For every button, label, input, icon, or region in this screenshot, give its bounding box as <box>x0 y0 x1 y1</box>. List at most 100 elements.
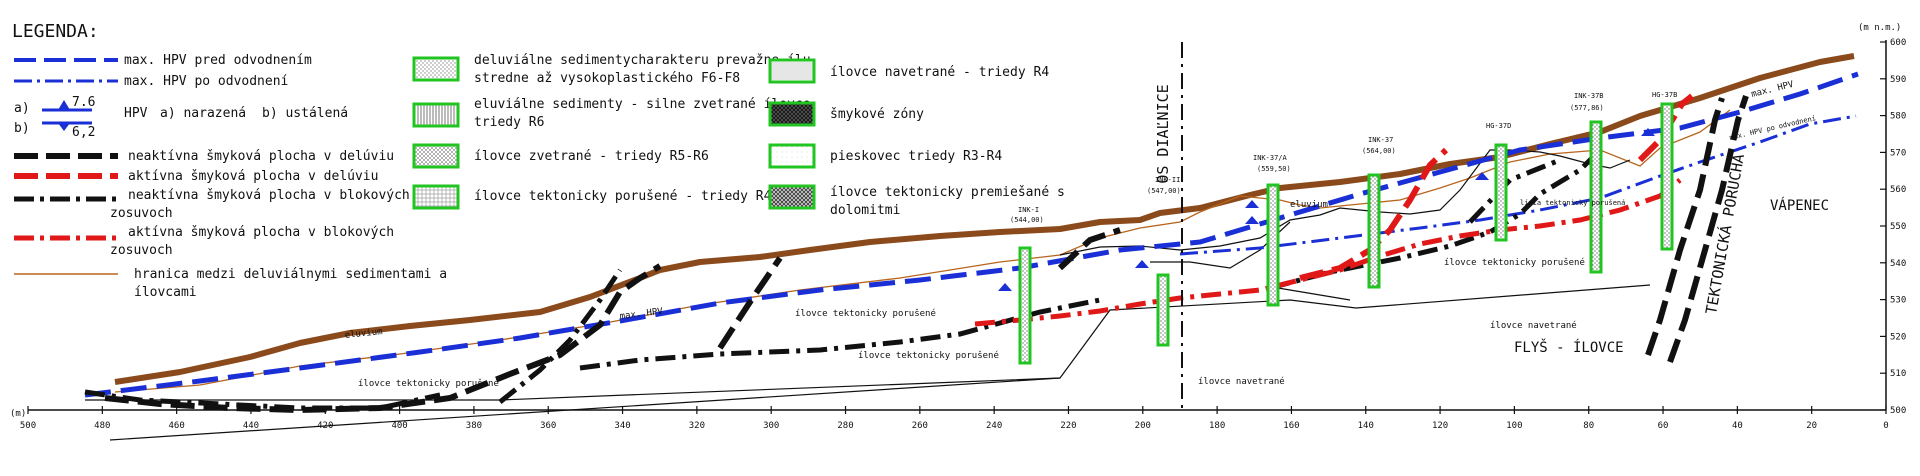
legend-line-hpv-after: max. HPV po odvodnení <box>14 74 288 89</box>
x-tick-label: 280 <box>837 421 853 431</box>
hpv-marker-icon <box>1641 128 1655 136</box>
x-tick-label: 220 <box>1060 421 1076 431</box>
borehole-elevation: (564,00) <box>1362 147 1396 155</box>
legend-line-label: max. HPV pred odvodnením <box>124 53 312 68</box>
x-tick-label: 100 <box>1506 421 1522 431</box>
x-tick-label: 140 <box>1358 421 1374 431</box>
legend-line-label: neaktívna šmyková plocha v delúviu <box>128 149 394 164</box>
material-label: deluviálne sedimentycharakteru prevažne … <box>474 53 811 86</box>
hpv-marker-icon <box>998 283 1012 291</box>
x-tick-label: 360 <box>540 421 556 431</box>
x-tick-label: 60 <box>1658 421 1669 431</box>
inactive-slip-block-line <box>84 389 441 411</box>
hpv-marker-icon <box>1245 216 1259 224</box>
legend-title: LEGENDA: <box>12 21 99 42</box>
pattern-swatch <box>768 58 816 84</box>
hpv-b-prefix: b) <box>14 121 30 136</box>
y-tick-label: 580 <box>1890 112 1906 122</box>
x-tick-label: 260 <box>912 421 928 431</box>
x-tick-label: 120 <box>1432 421 1448 431</box>
highway-axis-label: OS DIAĽNICE <box>1154 84 1172 183</box>
pattern-swatch <box>768 101 816 127</box>
rock-label: ílovce navetrané <box>1198 376 1285 387</box>
x-tick-label: 340 <box>614 421 630 431</box>
x-tick-label: 20 <box>1806 421 1817 431</box>
borehole-name: INK-37B <box>1574 92 1604 100</box>
legend-line-active-block: aktívna šmyková plocha v blokových zosuvo… <box>14 225 394 258</box>
legend-line-hpv-before: max. HPV pred odvodnením <box>14 53 312 68</box>
borehole-name: INK-II <box>1155 176 1180 184</box>
borehole-name: HG-37B <box>1652 91 1677 99</box>
eluvium-label: eluvium <box>344 327 383 341</box>
inactive-slip-deluvium-line <box>104 263 662 414</box>
hpv-marker-icon <box>1475 172 1489 180</box>
legend-hpv-symbol: a) b) 7.6 6,2 HPV a) narazená b) ustálen… <box>14 95 348 140</box>
hpv-a-prefix: a) <box>14 101 30 116</box>
x-tick-label: 0 <box>1883 421 1888 431</box>
inactive-slip-block-line <box>1468 157 1561 224</box>
flysh-label: FLYŠ - ÍLOVCE <box>1514 338 1624 356</box>
fault-note-label: línia tektonicky porušená <box>1520 199 1625 207</box>
material-label: ílovce navetrané - triedy R4 <box>830 65 1049 80</box>
pattern-swatch <box>768 143 816 169</box>
pattern-swatch <box>412 102 460 128</box>
borehole-elevation: (577,86) <box>1570 104 1604 112</box>
limestone-label: VÁPENEC <box>1770 197 1829 214</box>
rock-label: ílovce navetrané <box>1490 320 1577 331</box>
rock-label: ílovce tektonicky porušené <box>795 308 936 319</box>
x-tick-label: 200 <box>1135 421 1151 431</box>
legend-line-inactive-block: neaktívna šmyková plocha v blokových zosu… <box>14 188 410 221</box>
flysh-boundary-line <box>1277 287 1351 301</box>
material-label: ílovce tektonicky premiešané s dolomitmi <box>830 185 1065 218</box>
eluvium-line <box>1059 149 1631 256</box>
rock-label: ílovce tektonicky porušené <box>858 350 999 361</box>
legend-line-label: max. HPV po odvodnení <box>124 74 288 89</box>
borehole-ink-37a: INK-37/A (559,50) <box>1253 154 1291 307</box>
y-tick-label: 520 <box>1890 332 1906 342</box>
borehole-name: INK-37 <box>1368 136 1393 144</box>
hpv-b-value: 6,2 <box>72 125 95 140</box>
rock-label: ílovce tektonicky porušené <box>1444 257 1585 268</box>
inactive-slip-block-line <box>498 268 623 404</box>
hpv-label: HPV <box>124 106 148 121</box>
y-axis: 500 510 520 530 540 550 560 570 580 590 600 (m n.m… <box>1858 23 1906 416</box>
y-tick-label: 560 <box>1890 185 1906 195</box>
x-tick-label: 180 <box>1209 421 1225 431</box>
borehole-elevation: (544,00) <box>1010 216 1044 224</box>
hpv-triangle-icon <box>58 100 70 110</box>
hpv-a-text: a) narazená <box>160 106 246 121</box>
inactive-slip-deluvium-line <box>1645 97 1725 356</box>
pattern-swatch <box>412 184 460 210</box>
terrain-surface-line <box>114 53 1855 385</box>
x-tick-label: 500 <box>20 421 36 431</box>
section-base-line <box>109 284 1651 441</box>
max-hpv-label: max. HPV <box>619 307 664 322</box>
borehole-name: INK-I <box>1018 206 1039 214</box>
material-label: eluviálne sedimenty - silne zvetrané ílo… <box>474 97 811 130</box>
y-tick-label: 570 <box>1890 148 1906 158</box>
legend-material-list: deluviálne sedimentycharakteru prevažne … <box>412 53 1065 218</box>
borehole-elevation: (547,00) <box>1147 187 1181 195</box>
pattern-swatch <box>412 56 460 82</box>
inactive-slip-deluvium-line <box>1667 95 1749 364</box>
legend-line-inactive-deluvium: neaktívna šmyková plocha v delúviu <box>14 149 394 164</box>
x-tick-label: 80 <box>1583 421 1594 431</box>
borehole-ink-37b: INK-37B (577,86) <box>1570 92 1604 274</box>
borehole-ink-i: INK-I (544,00) <box>1010 206 1044 365</box>
deluvium-boundary-line <box>114 109 1731 393</box>
x-tick-label: 400 <box>391 421 407 431</box>
hpv-a-value: 7.6 <box>72 95 95 110</box>
x-axis-unit: (m) <box>10 409 26 419</box>
x-tick-label: 40 <box>1732 421 1743 431</box>
legend-line-boundary: hranica medzi deluviálnymi sedimentami a… <box>14 267 447 300</box>
borehole-hg-37b: HG-37B <box>1652 91 1677 251</box>
y-axis-unit: (m n.m.) <box>1858 23 1901 33</box>
y-tick-label: 500 <box>1890 406 1906 416</box>
legend-line-label: aktívna šmyková plocha v delúviu <box>128 169 378 184</box>
material-label: ílovce tektonicky porušené - triedy R4-R… <box>474 189 795 204</box>
x-tick-label: 380 <box>466 421 482 431</box>
x-tick-label: 480 <box>94 421 110 431</box>
borehole-name: INK-37/A <box>1253 154 1288 162</box>
hpv-after-line <box>1179 114 1857 256</box>
